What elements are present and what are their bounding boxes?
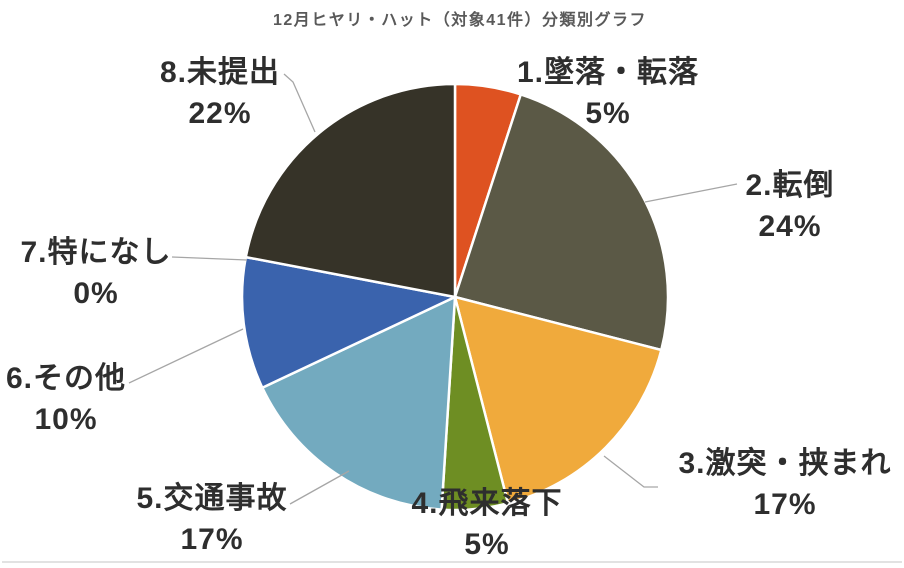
leader-line-2 [644,183,738,203]
slice-2-percent: 24% [758,210,822,243]
slice-4-category: 4.飛来落下 [411,487,563,520]
chart-title: 12月ヒヤリ・ハット（対象41件）分類別グラフ [272,12,648,29]
leader-line-7 [171,256,248,261]
pie-slice-2 [453,93,670,352]
slice-6-category: 6.その他 [5,362,127,395]
slice-2-category: 2.転倒 [745,169,835,202]
label-slice-7: 7.特になし 0% [20,232,171,314]
slice-5-percent: 17% [180,523,244,556]
label-slice-8: 8.未提出 22% [160,52,280,134]
slice-3-category: 3.激突・挟まれ [678,447,892,480]
label-slice-5: 5.交通事故 17% [136,478,287,560]
slice-3-percent: 17% [753,488,817,521]
slice-8-category: 8.未提出 [159,56,281,89]
label-slice-3: 3.激突・挟まれ 17% [678,443,891,525]
pie-slices [240,82,670,512]
label-slice-4: 4.飛来落下 5% [411,483,562,565]
slice-6-percent: 10% [34,403,98,436]
slice-4-percent: 5% [464,528,510,561]
slice-1-percent: 5% [585,97,631,130]
leader-line-5 [289,470,350,505]
leader-line-8 [283,73,316,133]
slice-8-percent: 22% [188,97,252,130]
slice-7-category: 7.特になし [20,236,172,269]
pie-slice-3 [453,295,663,505]
label-slice-2: 2.転倒 24% [745,165,834,247]
pie-slice-5 [261,295,457,511]
slice-1-category: 1.墜落・転落 [516,56,700,89]
leader-line-6 [128,328,244,384]
slice-5-category: 5.交通事故 [136,482,288,515]
leader-lines [128,73,738,505]
label-slice-1: 1.墜落・転落 5% [517,52,699,134]
pie-slice-6 [240,255,457,389]
pie-slice-8 [244,82,457,299]
leader-line-3 [603,455,658,488]
slice-7-percent: 0% [73,277,119,310]
label-slice-6: 6.その他 10% [6,358,126,440]
